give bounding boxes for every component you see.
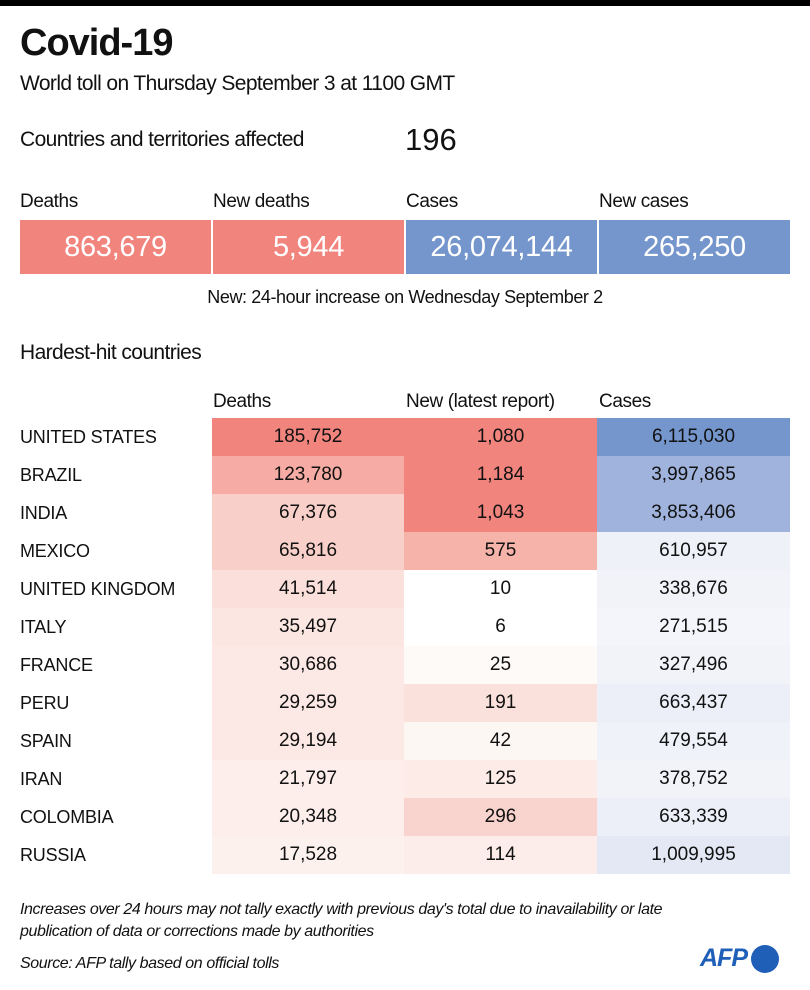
afp-logo-text: AFP bbox=[700, 944, 748, 972]
deaths-cell: 29,194 bbox=[212, 722, 404, 760]
column-header-new: New (latest report) bbox=[406, 391, 555, 412]
page-title: Covid-19 bbox=[20, 22, 173, 64]
kpi-cases-value: 26,074,144 bbox=[406, 220, 597, 274]
new-deaths-cell: 1,080 bbox=[404, 418, 597, 456]
cases-cell: 479,554 bbox=[597, 722, 790, 760]
kpi-new-deaths-value: 5,944 bbox=[213, 220, 404, 274]
new-deaths-cell: 191 bbox=[404, 684, 597, 722]
countries-affected-value: 196 bbox=[405, 122, 457, 157]
deaths-cell: 20,348 bbox=[212, 798, 404, 836]
deaths-cell: 123,780 bbox=[212, 456, 404, 494]
new-deaths-cell: 125 bbox=[404, 760, 597, 798]
kpi-note: New: 24-hour increase on Wednesday Septe… bbox=[207, 287, 603, 307]
kpi-deaths-label: Deaths bbox=[20, 191, 78, 212]
deaths-cell: 29,259 bbox=[212, 684, 404, 722]
table-row: INDIA 67,376 1,043 3,853,406 bbox=[0, 494, 810, 532]
new-deaths-cell: 10 bbox=[404, 570, 597, 608]
afp-logo: AFP bbox=[700, 944, 779, 973]
deaths-cell: 67,376 bbox=[212, 494, 404, 532]
table-row: BRAZIL 123,780 1,184 3,997,865 bbox=[0, 456, 810, 494]
new-deaths-cell: 114 bbox=[404, 836, 597, 874]
table-row: IRAN 21,797 125 378,752 bbox=[0, 760, 810, 798]
hardest-hit-table: UNITED STATES 185,752 1,080 6,115,030 BRAZIL… bbox=[0, 418, 810, 874]
table-row: UNITED KINGDOM 41,514 10 338,676 bbox=[0, 570, 810, 608]
cases-cell: 3,853,406 bbox=[597, 494, 790, 532]
table-row: FRANCE 30,686 25 327,496 bbox=[0, 646, 810, 684]
country-name: PERU bbox=[20, 693, 70, 713]
country-name: INDIA bbox=[20, 503, 68, 523]
deaths-cell: 41,514 bbox=[212, 570, 404, 608]
new-deaths-cell: 296 bbox=[404, 798, 597, 836]
new-deaths-cell: 6 bbox=[404, 608, 597, 646]
kpi-new-deaths-label: New deaths bbox=[213, 191, 310, 212]
kpi-new-cases-label: New cases bbox=[599, 191, 689, 212]
cases-cell: 633,339 bbox=[597, 798, 790, 836]
column-header-cases: Cases bbox=[599, 391, 651, 412]
kpi-new-cases-value: 265,250 bbox=[599, 220, 790, 274]
new-deaths-cell: 1,184 bbox=[404, 456, 597, 494]
country-name: BRAZIL bbox=[20, 465, 82, 485]
cases-cell: 610,957 bbox=[597, 532, 790, 570]
table-row: MEXICO 65,816 575 610,957 bbox=[0, 532, 810, 570]
kpi-cases-label: Cases bbox=[406, 191, 458, 212]
footnote: Increases over 24 hours may not tally ex… bbox=[20, 901, 663, 940]
cases-cell: 271,515 bbox=[597, 608, 790, 646]
country-name: FRANCE bbox=[20, 655, 93, 675]
country-name: MEXICO bbox=[20, 541, 90, 561]
table-row: PERU 29,259 191 663,437 bbox=[0, 684, 810, 722]
page-subtitle: World toll on Thursday September 3 at 11… bbox=[20, 72, 455, 95]
country-name: ITALY bbox=[20, 617, 67, 637]
deaths-cell: 21,797 bbox=[212, 760, 404, 798]
cases-cell: 663,437 bbox=[597, 684, 790, 722]
table-row: UNITED STATES 185,752 1,080 6,115,030 bbox=[0, 418, 810, 456]
deaths-cell: 35,497 bbox=[212, 608, 404, 646]
country-name: IRAN bbox=[20, 769, 63, 789]
country-name: UNITED STATES bbox=[20, 427, 157, 447]
country-name: COLOMBIA bbox=[20, 807, 114, 827]
country-name: UNITED KINGDOM bbox=[20, 579, 176, 599]
cases-cell: 338,676 bbox=[597, 570, 790, 608]
cases-cell: 378,752 bbox=[597, 760, 790, 798]
new-deaths-cell: 42 bbox=[404, 722, 597, 760]
new-deaths-cell: 575 bbox=[404, 532, 597, 570]
deaths-cell: 65,816 bbox=[212, 532, 404, 570]
countries-affected-label: Countries and territories affected bbox=[20, 128, 304, 151]
cases-cell: 6,115,030 bbox=[597, 418, 790, 456]
table-row: ITALY 35,497 6 271,515 bbox=[0, 608, 810, 646]
kpi-deaths-value: 863,679 bbox=[20, 220, 211, 274]
deaths-cell: 17,528 bbox=[212, 836, 404, 874]
table-row: COLOMBIA 20,348 296 633,339 bbox=[0, 798, 810, 836]
afp-logo-dot-icon bbox=[751, 944, 779, 973]
table-row: SPAIN 29,194 42 479,554 bbox=[0, 722, 810, 760]
source-note: Source: AFP tally based on official toll… bbox=[20, 955, 279, 972]
cases-cell: 3,997,865 bbox=[597, 456, 790, 494]
new-deaths-cell: 1,043 bbox=[404, 494, 597, 532]
new-deaths-cell: 25 bbox=[404, 646, 597, 684]
deaths-cell: 185,752 bbox=[212, 418, 404, 456]
cases-cell: 1,009,995 bbox=[597, 836, 790, 874]
country-name: SPAIN bbox=[20, 731, 72, 751]
top-bar bbox=[0, 0, 810, 6]
section-title: Hardest-hit countries bbox=[20, 341, 202, 364]
table-row: RUSSIA 17,528 114 1,009,995 bbox=[0, 836, 810, 874]
country-name: RUSSIA bbox=[20, 845, 86, 865]
column-header-deaths: Deaths bbox=[213, 391, 271, 412]
cases-cell: 327,496 bbox=[597, 646, 790, 684]
deaths-cell: 30,686 bbox=[212, 646, 404, 684]
